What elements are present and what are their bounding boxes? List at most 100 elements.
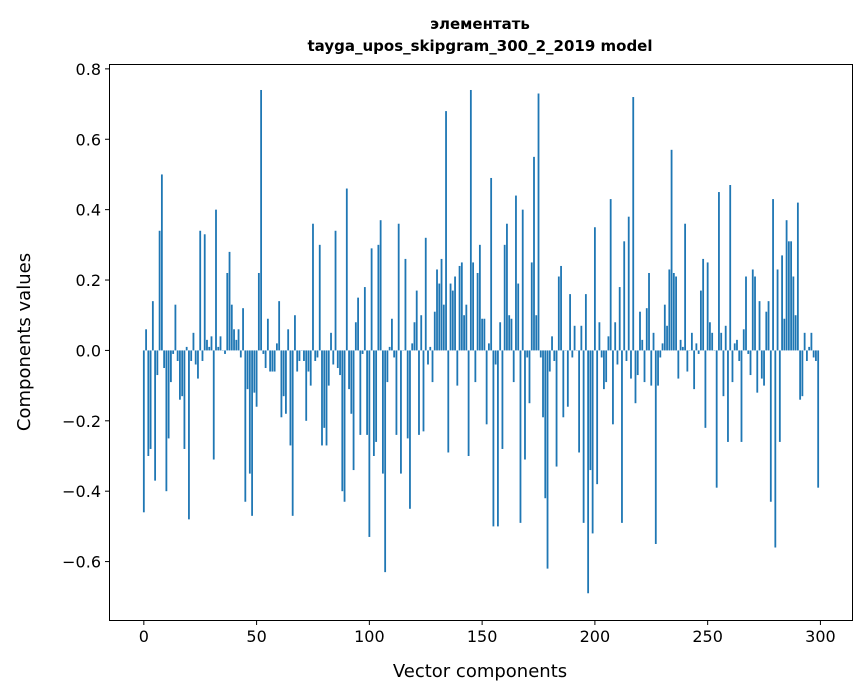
bar-235	[673, 273, 675, 350]
bar-154	[490, 178, 492, 350]
bar-239	[682, 347, 684, 351]
bar-159	[502, 350, 504, 449]
bar-44	[242, 308, 244, 350]
bar-56	[269, 350, 271, 371]
bar-149	[479, 245, 481, 351]
bar-127	[429, 347, 431, 351]
bar-0	[143, 350, 145, 512]
bar-210	[617, 350, 619, 364]
bar-63	[285, 350, 287, 413]
bar-8	[161, 174, 163, 350]
bar-139	[456, 350, 458, 385]
bar-219	[637, 350, 639, 375]
bar-66	[292, 350, 294, 515]
bar-255	[718, 192, 720, 350]
bar-211	[619, 287, 621, 350]
bar-88	[341, 350, 343, 491]
bar-250	[707, 262, 709, 350]
bar-179	[547, 350, 549, 568]
bar-92	[350, 350, 352, 413]
bar-39	[231, 305, 233, 351]
bar-109	[389, 347, 391, 351]
y-tick-label: −0.2	[62, 412, 101, 431]
bar-156	[495, 350, 497, 364]
bar-214	[626, 350, 628, 361]
bar-280	[774, 350, 776, 547]
bar-45	[244, 350, 246, 501]
bar-123	[420, 315, 422, 350]
bar-198	[589, 350, 591, 470]
bar-135	[447, 350, 449, 452]
bar-234	[671, 150, 673, 351]
y-tick-label: 0.2	[76, 271, 101, 290]
bar-293	[804, 333, 806, 351]
bar-68	[296, 350, 298, 371]
bar-292	[801, 350, 803, 396]
bar-103	[375, 350, 377, 442]
bar-47	[249, 350, 251, 473]
bar-278	[770, 350, 772, 501]
bar-261	[732, 350, 734, 382]
bar-288	[792, 277, 794, 351]
bar-233	[668, 269, 670, 350]
bar-228	[657, 350, 659, 385]
bar-132	[441, 259, 443, 351]
bar-220	[639, 312, 641, 351]
bar-25	[199, 231, 201, 351]
bar-177	[542, 350, 544, 417]
bar-42	[238, 329, 240, 350]
bar-176	[540, 350, 542, 357]
bar-155	[493, 350, 495, 526]
bar-160	[504, 245, 506, 351]
bar-16	[179, 350, 181, 399]
bar-116	[405, 259, 407, 351]
bar-43	[240, 350, 242, 357]
bar-105	[380, 220, 382, 350]
bar-171	[529, 350, 531, 403]
bar-5	[154, 350, 156, 480]
bar-49	[253, 350, 255, 392]
bar-172	[531, 262, 533, 350]
bar-194	[580, 326, 582, 351]
bar-162	[508, 315, 510, 350]
bar-110	[391, 319, 393, 351]
bar-138	[454, 277, 456, 351]
bar-15	[177, 350, 179, 361]
bar-245	[695, 343, 697, 350]
bar-296	[811, 333, 813, 351]
bar-237	[677, 350, 679, 378]
bar-224	[648, 273, 650, 350]
bar-18	[184, 350, 186, 449]
bar-119	[411, 343, 413, 350]
bar-118	[409, 350, 411, 508]
bar-205	[605, 350, 607, 382]
bar-178	[544, 350, 546, 498]
bar-200	[594, 227, 596, 350]
bar-195	[583, 350, 585, 522]
bar-294	[806, 350, 808, 361]
bar-36	[224, 350, 226, 354]
bar-244	[693, 350, 695, 389]
bar-262	[734, 343, 736, 350]
bar-26	[202, 350, 204, 361]
bar-183	[556, 350, 558, 466]
bar-298	[815, 350, 817, 361]
bar-241	[686, 350, 688, 371]
bar-23	[195, 350, 197, 364]
bar-40	[233, 329, 235, 350]
bar-153	[488, 343, 490, 350]
bar-227	[655, 350, 657, 544]
bar-55	[267, 319, 269, 351]
bar-232	[666, 326, 668, 351]
bar-28	[206, 340, 208, 351]
bar-218	[635, 350, 637, 403]
bar-157	[497, 350, 499, 526]
bar-243	[691, 333, 693, 351]
bar-275	[763, 350, 765, 385]
bar-248	[702, 259, 704, 351]
bar-287	[790, 241, 792, 350]
bar-9	[163, 350, 165, 368]
bar-168	[522, 210, 524, 351]
bar-133	[443, 305, 445, 351]
bar-85	[335, 231, 337, 351]
